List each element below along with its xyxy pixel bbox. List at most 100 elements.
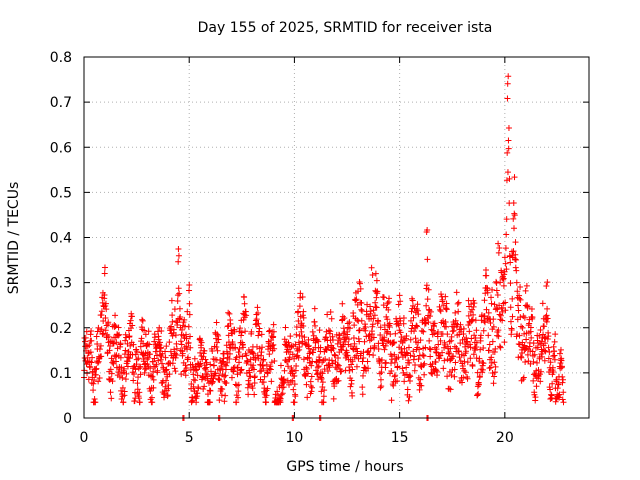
data-point [145, 328, 152, 335]
data-point [236, 359, 243, 366]
data-point [282, 324, 289, 331]
data-point [323, 334, 330, 341]
data-point [182, 372, 189, 379]
data-point [256, 368, 263, 375]
data-point [343, 349, 350, 356]
data-point [441, 357, 448, 364]
data-point [510, 199, 517, 206]
data-point [529, 314, 536, 321]
data-point [118, 395, 125, 402]
data-point [221, 373, 228, 380]
data-point [543, 312, 550, 319]
data-point [442, 293, 449, 300]
data-point [469, 363, 476, 370]
data-point [328, 315, 335, 322]
data-point [480, 360, 487, 367]
data-point [113, 358, 120, 365]
data-point [460, 331, 467, 338]
data-point [337, 368, 344, 375]
data-point [153, 352, 160, 359]
data-point [440, 317, 447, 324]
data-point [497, 312, 504, 319]
data-point [523, 336, 530, 343]
data-point [113, 339, 120, 346]
data-point [477, 332, 484, 339]
data-point [192, 367, 199, 374]
data-point [488, 354, 495, 361]
data-point [215, 336, 222, 343]
data-point [137, 363, 144, 370]
data-point [336, 335, 343, 342]
data-point [374, 288, 381, 295]
data-point [151, 334, 158, 341]
y-tick-label: 0.7 [50, 95, 72, 111]
data-point [233, 399, 240, 406]
data-point [448, 372, 455, 379]
data-point [381, 346, 388, 353]
data-point [513, 267, 520, 274]
data-point [550, 368, 557, 375]
data-point [312, 322, 319, 329]
data-point [536, 332, 543, 339]
data-point [388, 397, 395, 404]
data-point [358, 306, 365, 313]
data-point [324, 311, 331, 318]
data-point [426, 337, 433, 344]
data-point [233, 392, 240, 399]
data-point [162, 354, 169, 361]
data-point [495, 327, 502, 334]
data-point [403, 364, 410, 371]
data-point [352, 297, 359, 304]
data-point [519, 339, 526, 346]
data-point [129, 322, 136, 329]
data-point [222, 372, 229, 379]
data-point [457, 340, 464, 347]
data-point [227, 320, 234, 327]
data-point [297, 290, 304, 297]
y-axis-label: SRMTID / TECUs [6, 182, 22, 295]
data-point [92, 371, 99, 378]
data-point [150, 384, 157, 391]
data-point [366, 332, 373, 339]
data-point [295, 317, 302, 324]
y-tick-label: 0.1 [50, 366, 72, 382]
data-point [198, 339, 205, 346]
data-point [338, 368, 345, 375]
data-point [216, 397, 223, 404]
data-point [498, 304, 505, 311]
data-point [549, 380, 556, 387]
data-point [355, 355, 362, 362]
data-point [186, 311, 193, 318]
data-point [559, 373, 566, 380]
data-point [407, 336, 414, 343]
data-point [286, 354, 293, 361]
data-point [419, 327, 426, 334]
data-point [359, 384, 366, 391]
data-point [101, 292, 108, 299]
data-point [477, 346, 484, 353]
data-point [392, 372, 399, 379]
data-point [508, 327, 515, 334]
data-point [234, 371, 241, 378]
data-point [410, 314, 417, 321]
data-point [217, 367, 224, 374]
data-point [492, 345, 499, 352]
data-point [140, 340, 147, 347]
data-point [203, 359, 210, 366]
data-point [290, 386, 297, 393]
data-point [226, 344, 233, 351]
data-point [447, 345, 454, 352]
data-point [556, 350, 563, 357]
data-point [186, 287, 193, 294]
data-point [232, 344, 239, 351]
data-point [435, 329, 442, 336]
data-point [364, 301, 371, 308]
data-point [517, 296, 524, 303]
data-point [189, 397, 196, 404]
data-point [339, 313, 346, 320]
data-point [355, 335, 362, 342]
data-point [483, 306, 490, 313]
data-point [174, 298, 181, 305]
data-point [516, 332, 523, 339]
data-point [353, 363, 360, 370]
